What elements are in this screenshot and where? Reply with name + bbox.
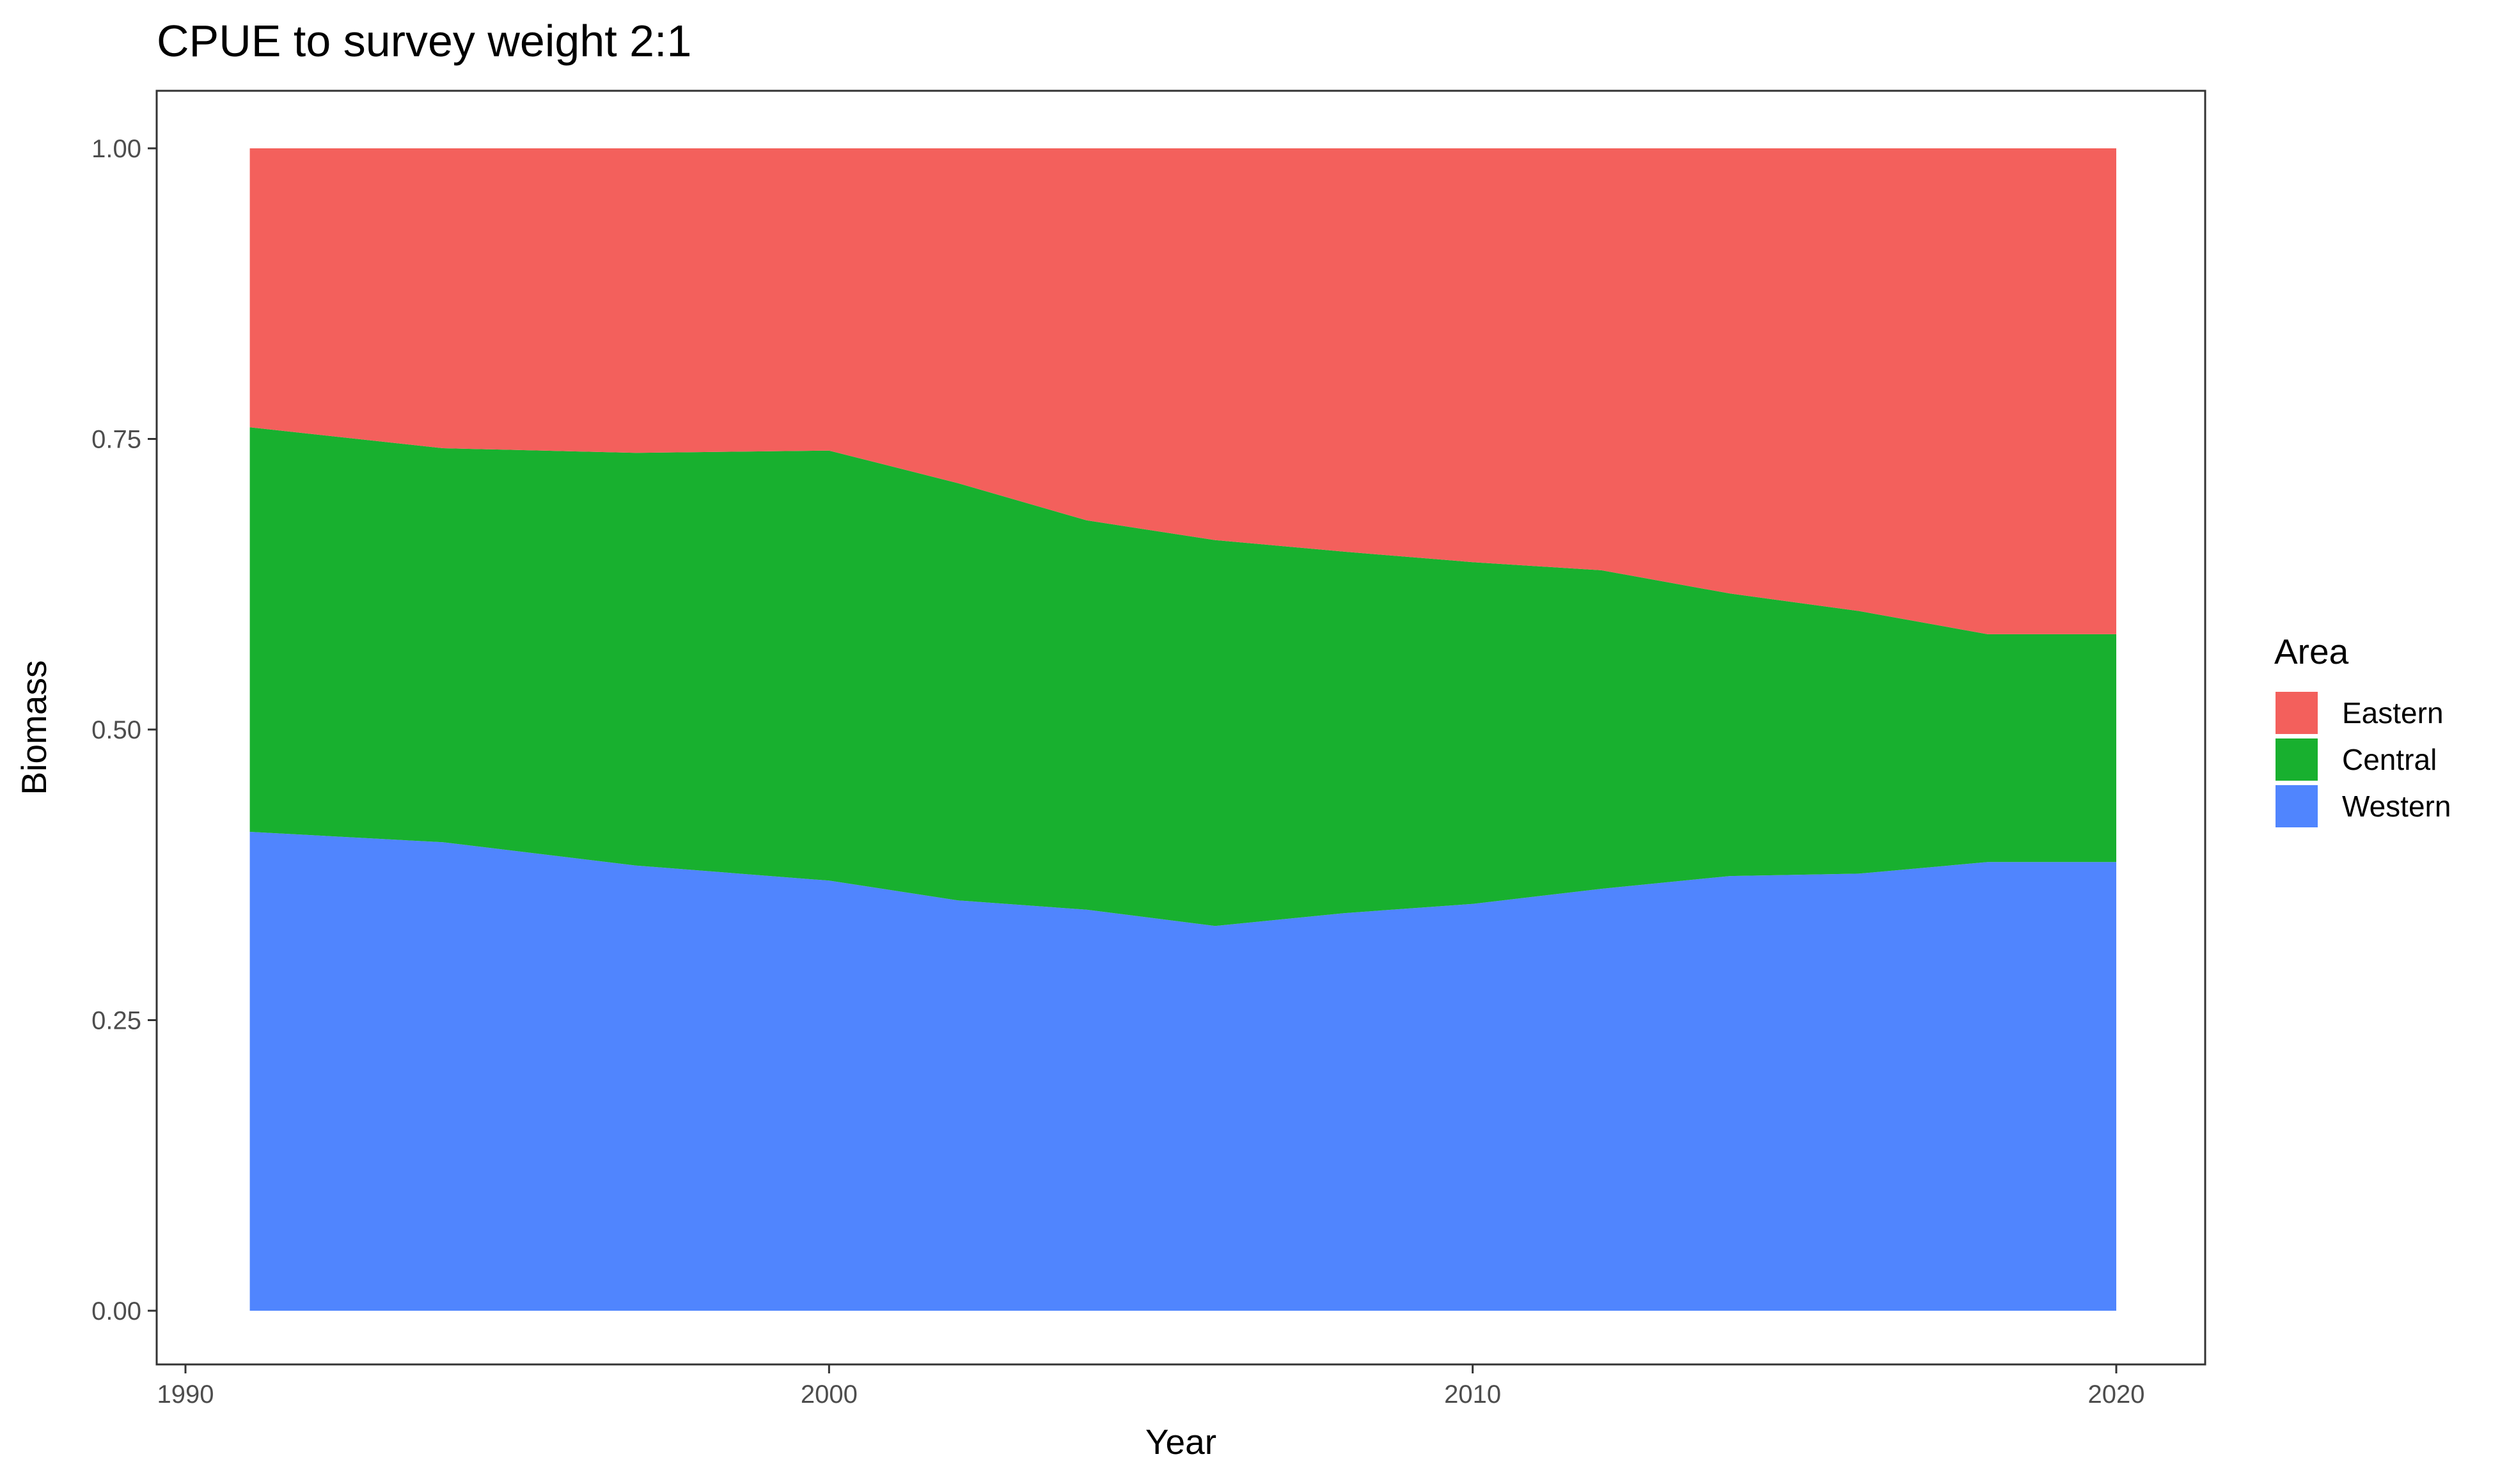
legend-swatch-central	[2276, 738, 2318, 781]
legend-label-western: Western	[2342, 790, 2451, 823]
chart-title: CPUE to survey weight 2:1	[157, 16, 691, 66]
y-tick-label: 1.00	[91, 135, 141, 163]
x-axis-title: Year	[1145, 1422, 1216, 1462]
x-tick-label: 2020	[2088, 1380, 2145, 1409]
area-western	[249, 832, 2116, 1311]
x-axis: 1990 2000 2010 2020	[157, 1364, 2145, 1409]
area-central	[249, 427, 2116, 926]
y-tick-label: 0.75	[91, 426, 141, 454]
y-axis-title: Biomass	[14, 660, 54, 795]
y-tick-label: 0.25	[91, 1007, 141, 1035]
legend-swatch-eastern	[2276, 692, 2318, 734]
y-tick-label: 0.50	[91, 716, 141, 744]
legend-swatch-western	[2276, 785, 2318, 827]
plot-area	[249, 148, 2116, 1311]
x-tick-label: 1990	[157, 1380, 214, 1409]
legend-label-eastern: Eastern	[2342, 696, 2444, 730]
legend: Area Eastern Central Western	[2274, 632, 2451, 827]
legend-title: Area	[2274, 632, 2349, 671]
x-tick-label: 2010	[1444, 1380, 1501, 1409]
legend-label-central: Central	[2342, 743, 2437, 776]
plot-border	[155, 90, 2206, 1366]
area-eastern	[249, 148, 2116, 634]
x-tick-label: 2000	[801, 1380, 858, 1409]
y-axis: 0.00 0.25 0.50 0.75 1.00	[91, 135, 157, 1325]
y-tick-label: 0.00	[91, 1297, 141, 1325]
